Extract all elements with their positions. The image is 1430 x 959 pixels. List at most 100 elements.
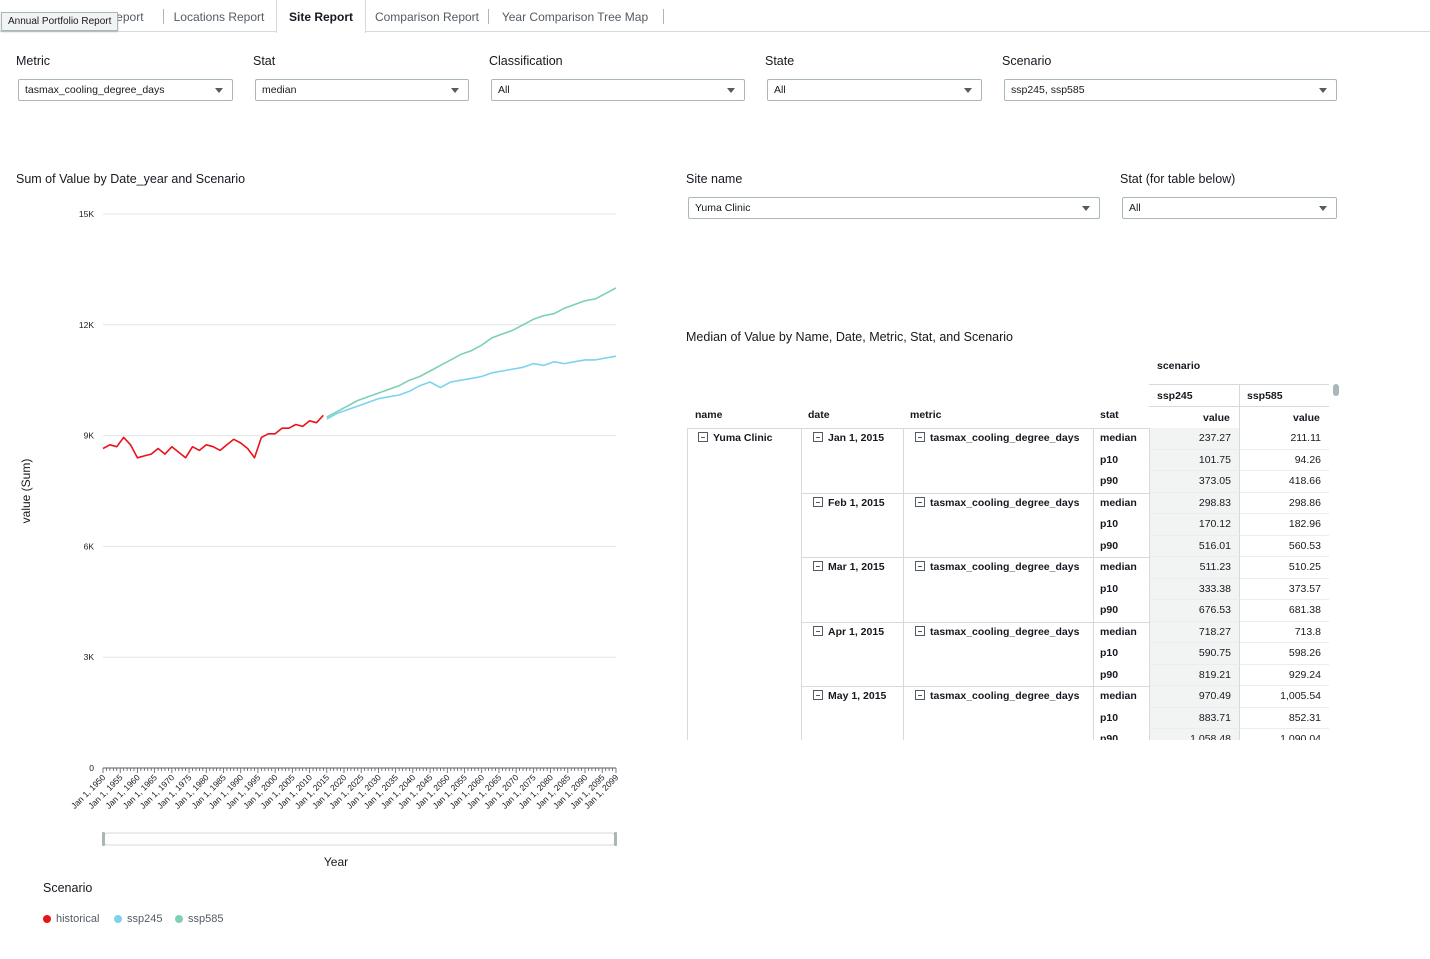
tab-year-comparison-tree-map[interactable]: Year Comparison Tree Map	[501, 10, 649, 24]
stat-label: Stat	[253, 54, 276, 68]
value-cell-ssp585: 510.25	[1239, 557, 1329, 579]
chevron-down-icon	[1319, 206, 1327, 211]
divider	[1149, 406, 1329, 407]
metric-cell: tasmax_cooling_degree_days	[915, 428, 1079, 450]
stat-cell: p10	[1100, 453, 1119, 466]
column-header-value: value	[1203, 412, 1230, 424]
value-cell-ssp245: 883.71	[1149, 707, 1239, 729]
date-text: Feb 1, 2015	[828, 496, 885, 509]
stat-cell: p10	[1100, 711, 1119, 724]
value-cell-ssp585: 418.66	[1239, 471, 1329, 493]
table-scrollbar[interactable]	[1333, 384, 1339, 396]
state-label: State	[765, 54, 795, 68]
value-cell-ssp585: 182.96	[1239, 514, 1329, 536]
series-line-ssp245	[326, 355, 617, 420]
chevron-down-icon	[964, 88, 972, 93]
column-header-metric: metric	[910, 409, 942, 421]
legend-label: ssp585	[188, 913, 224, 925]
stat-table-select[interactable]: All	[1122, 197, 1337, 219]
collapse-icon[interactable]	[813, 432, 823, 442]
divider	[903, 621, 904, 686]
chevron-down-icon	[1319, 88, 1327, 93]
tab-tooltip: Annual Portfolio Report	[1, 12, 119, 31]
column-header-stat: stat	[1100, 409, 1119, 421]
metric-text: tasmax_cooling_degree_days	[930, 690, 1080, 702]
divider	[801, 686, 1149, 687]
collapse-icon[interactable]	[915, 496, 925, 507]
tab-bar: Annual Portfolio Report Locations Report…	[0, 0, 1430, 33]
date-cell: Apr 1, 2015	[813, 622, 884, 644]
legend-item-ssp585[interactable]: ssp585	[175, 913, 223, 925]
scenario-select[interactable]: ssp245, ssp585	[1004, 79, 1337, 101]
scenario-value: ssp245, ssp585	[1011, 84, 1085, 96]
legend-item-ssp245[interactable]: ssp245	[114, 913, 162, 925]
value-cell-ssp585: 1,090.04	[1239, 729, 1329, 740]
collapse-icon[interactable]	[813, 690, 823, 700]
collapse-icon[interactable]	[915, 432, 925, 442]
collapse-icon[interactable]	[813, 496, 823, 507]
metric-cell: tasmax_cooling_degree_days	[915, 686, 1079, 708]
value-cell-ssp245: 819.21	[1149, 664, 1239, 686]
value-cell-ssp245: 237.27	[1149, 428, 1239, 450]
y-tick-label: 6K	[84, 541, 95, 551]
range-handle-left[interactable]	[102, 832, 105, 846]
classification-select[interactable]: All	[491, 79, 745, 101]
collapse-icon[interactable]	[813, 625, 823, 636]
value-cell-ssp585: 852.31	[1239, 707, 1329, 729]
range-handle-right[interactable]	[614, 832, 617, 846]
value-cell-ssp585: 713.8	[1239, 621, 1329, 643]
stat-table-value: All	[1129, 202, 1141, 214]
collapse-icon[interactable]	[915, 690, 925, 700]
metric-select[interactable]: tasmax_cooling_degree_days	[18, 79, 233, 101]
collapse-icon[interactable]	[698, 432, 708, 442]
stat-select[interactable]: median	[255, 79, 469, 101]
divider	[1093, 686, 1094, 740]
value-cell-ssp585: 681.38	[1239, 600, 1329, 622]
value-cell-ssp585: 298.86	[1239, 492, 1329, 514]
divider	[903, 428, 904, 493]
divider	[903, 557, 904, 622]
y-tick-label: 15K	[79, 209, 94, 219]
value-cell-ssp585: 598.26	[1239, 643, 1329, 665]
legend-label: historical	[56, 913, 100, 925]
value-cell-ssp245: 676.53	[1149, 600, 1239, 622]
stat-table-label: Stat (for table below)	[1120, 172, 1236, 186]
stat-cell: median	[1100, 496, 1137, 509]
metric-cell: tasmax_cooling_degree_days	[915, 622, 1079, 644]
collapse-icon[interactable]	[915, 561, 925, 571]
collapse-icon[interactable]	[813, 561, 823, 571]
legend-item-historical[interactable]: historical	[43, 913, 99, 925]
chart-title: Sum of Value by Date_year and Scenario	[16, 172, 246, 186]
site-name-select[interactable]: Yuma Clinic	[688, 197, 1100, 219]
metric-text: tasmax_cooling_degree_days	[930, 496, 1080, 509]
collapse-icon[interactable]	[915, 625, 925, 636]
divider	[1093, 621, 1094, 686]
divider	[1093, 557, 1094, 622]
divider	[1093, 492, 1094, 557]
classification-value: All	[498, 84, 510, 96]
metric-cell: tasmax_cooling_degree_days	[915, 557, 1079, 579]
divider	[801, 621, 802, 686]
stat-cell: p90	[1100, 604, 1119, 616]
range-scrollbar[interactable]	[102, 832, 617, 846]
chevron-down-icon	[451, 88, 459, 93]
tab-comparison-report[interactable]: Comparison Report	[374, 10, 480, 24]
value-cell-ssp585: 560.53	[1239, 535, 1329, 557]
metric-label: Metric	[16, 54, 51, 68]
value-cell-ssp245: 718.27	[1149, 621, 1239, 643]
scenario-header: scenario	[1157, 360, 1201, 372]
state-select[interactable]: All	[767, 79, 982, 101]
stat-cell: p90	[1100, 733, 1119, 740]
y-tick-label: 3K	[84, 652, 95, 662]
value-cell-ssp245: 101.75	[1149, 449, 1239, 471]
stat-cell: p90	[1100, 668, 1119, 681]
date-text: May 1, 2015	[828, 690, 887, 702]
value-cell-ssp245: 333.38	[1149, 578, 1239, 600]
tab-separator	[663, 9, 664, 24]
divider	[801, 686, 802, 740]
value-cell-ssp245: 511.23	[1149, 557, 1239, 579]
state-value: All	[774, 84, 786, 96]
tab-site-report[interactable]: Site Report	[276, 0, 366, 33]
metric-text: tasmax_cooling_degree_days	[930, 625, 1080, 638]
tab-locations-report[interactable]: Locations Report	[173, 10, 265, 24]
